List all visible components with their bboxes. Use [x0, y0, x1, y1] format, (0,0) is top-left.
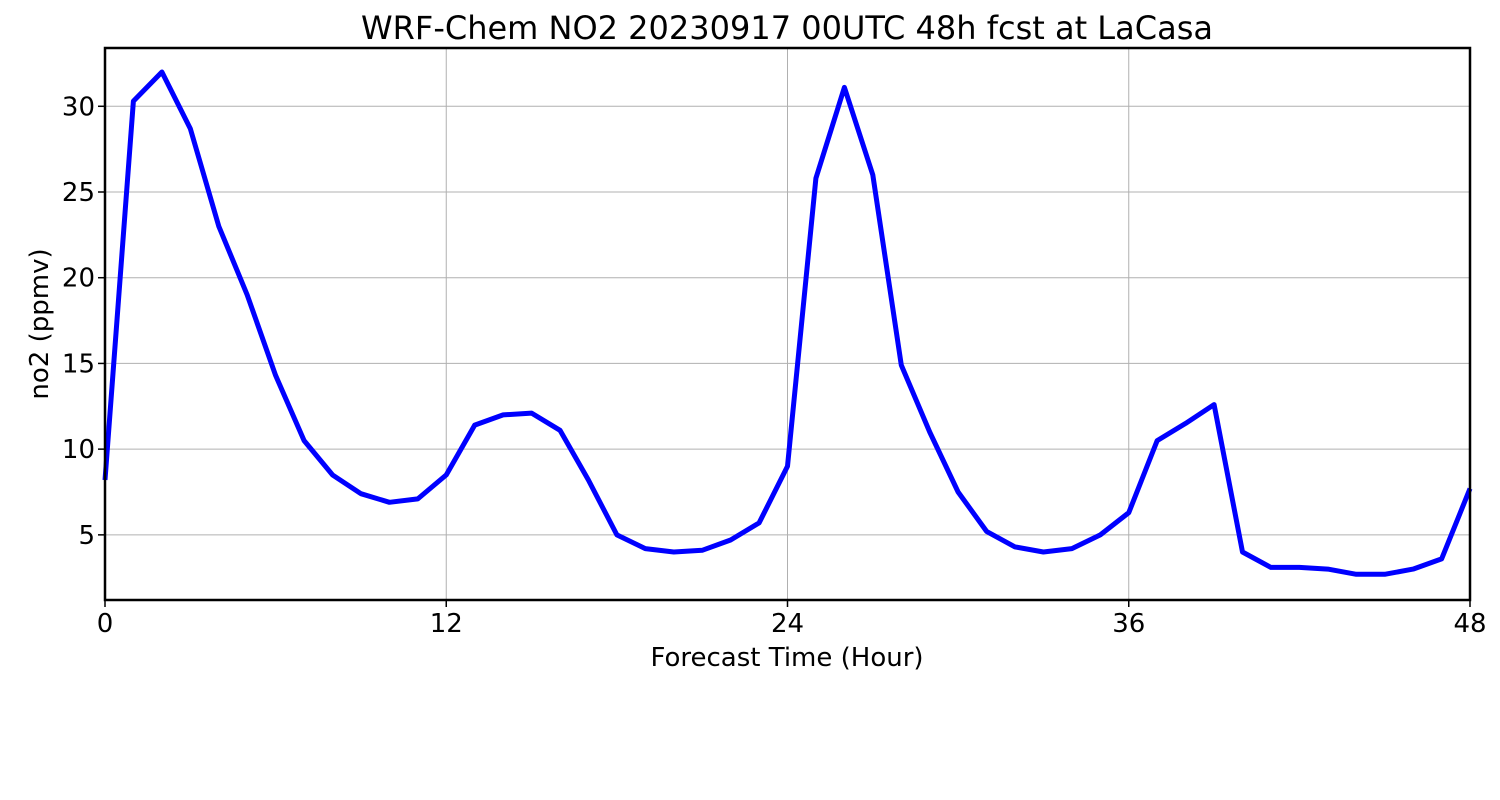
y-tick-label: 5 [78, 521, 95, 551]
y-tick-label: 30 [62, 92, 95, 122]
x-axis-label: Forecast Time (Hour) [650, 643, 923, 673]
x-axis-ticks: 0 12 24 36 48 [97, 600, 1487, 639]
x-tick-label: 12 [430, 609, 463, 639]
chart-title: WRF-Chem NO2 20230917 00UTC 48h fcst at … [361, 9, 1213, 47]
x-tick-label: 0 [97, 609, 114, 639]
x-tick-label: 36 [1112, 609, 1145, 639]
no2-series-line [102, 69, 1473, 577]
y-tick-label: 10 [62, 435, 95, 465]
y-tick-label: 20 [62, 264, 95, 294]
x-tick-label: 48 [1453, 609, 1486, 639]
y-axis-ticks: 5 10 15 20 25 30 [62, 92, 105, 551]
x-tick-label: 24 [771, 609, 804, 639]
y-tick-label: 15 [62, 349, 95, 379]
grid-lines [105, 48, 1470, 600]
y-tick-label: 25 [62, 178, 95, 208]
y-axis-label: no2 (ppmv) [25, 248, 55, 399]
